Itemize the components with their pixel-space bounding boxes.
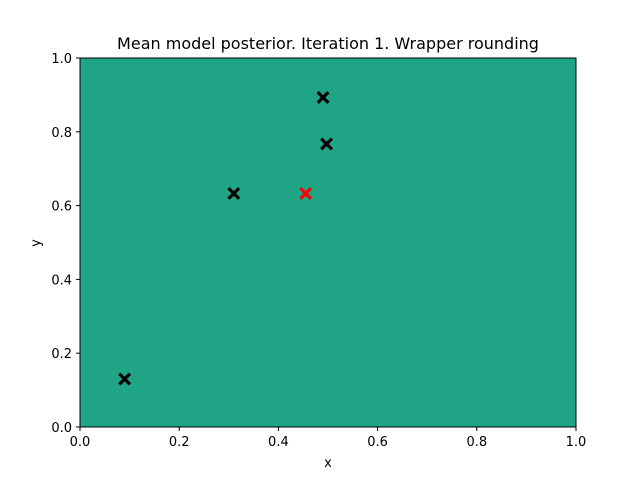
data-point (227, 186, 241, 200)
y-tick-label: 0.8 (51, 126, 72, 141)
y-tick-label: 0.4 (51, 273, 72, 288)
data-point (299, 186, 313, 200)
data-point-stroke (227, 186, 241, 200)
y-tick-label: 0.0 (51, 421, 72, 436)
x-tick-label: 0.4 (268, 435, 289, 450)
y-tick-label: 0.6 (51, 200, 72, 215)
x-tick-label: 0.2 (169, 435, 190, 450)
data-point (320, 137, 333, 151)
chart-marks (118, 91, 333, 386)
plot-frame (79, 57, 577, 428)
chart-title: Mean model posterior. Iteration 1. Wrapp… (117, 34, 539, 53)
axes: 0.0 0.2 0.4 0.6 0.8 1.0 0.0 0.2 0.4 0.6 0.8 1.0 (51, 52, 586, 450)
x-axis-label: x (324, 456, 332, 471)
y-tick-label: 0.2 (51, 347, 72, 362)
data-point-stroke (320, 137, 333, 151)
data-point (316, 91, 330, 104)
y-axis-label: y (29, 239, 44, 247)
data-point (118, 372, 132, 386)
x-tick-label: 0.0 (70, 435, 91, 450)
x-tick-label: 0.8 (466, 435, 487, 450)
plot-area (80, 58, 576, 427)
data-point-stroke (299, 186, 313, 200)
x-tick-label: 1.0 (566, 435, 587, 450)
data-point-stroke (118, 372, 132, 386)
y-tick-label: 1.0 (51, 52, 72, 67)
data-point-stroke (316, 91, 330, 104)
x-tick-label: 0.6 (367, 435, 388, 450)
